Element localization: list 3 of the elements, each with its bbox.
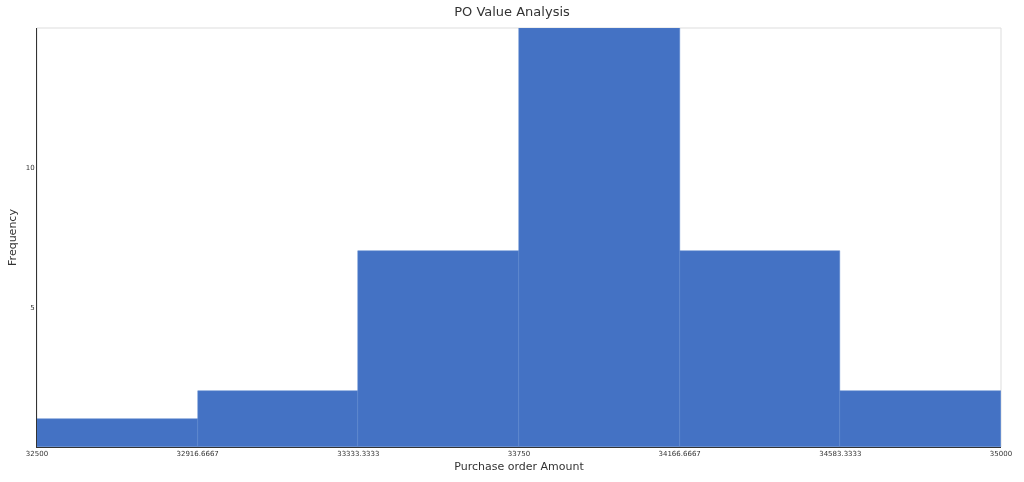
chart-title: PO Value Analysis	[454, 4, 571, 20]
y-axis-title: Frequency	[6, 208, 20, 266]
x-axis-title: Purchase order Amount	[454, 459, 585, 473]
